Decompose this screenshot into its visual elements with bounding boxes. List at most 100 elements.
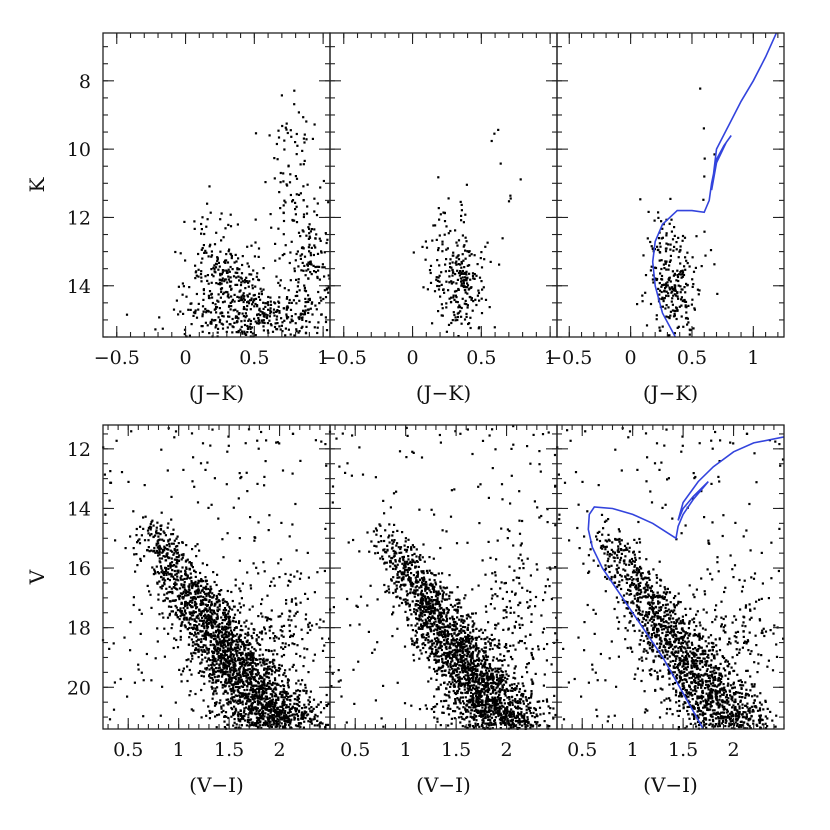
scatter-point	[167, 605, 171, 608]
scatter-point	[251, 676, 254, 679]
scatter-point	[702, 198, 705, 201]
scatter-point	[240, 654, 243, 657]
scatter-point	[258, 687, 261, 690]
scatter-point	[204, 603, 207, 606]
scatter-point	[173, 436, 176, 439]
scatter-point	[234, 649, 237, 652]
scatter-point	[183, 586, 186, 589]
scatter-point	[276, 322, 279, 325]
scatter-point	[439, 646, 442, 649]
scatter-point	[314, 713, 317, 716]
scatter-point	[682, 273, 686, 277]
scatter-point	[223, 611, 226, 614]
scatter-point	[202, 586, 205, 589]
scatter-point	[235, 701, 238, 704]
scatter-point	[243, 278, 247, 282]
scatter-point	[210, 254, 214, 257]
scatter-point	[296, 610, 299, 613]
scatter-point	[457, 679, 460, 683]
scatter-point	[474, 298, 477, 301]
scatter-point	[220, 282, 223, 285]
scatter-point	[309, 260, 312, 263]
scatter-point	[303, 141, 306, 144]
scatter-point	[253, 305, 256, 308]
scatter-point	[202, 579, 205, 583]
scatter-point	[253, 536, 256, 539]
scatter-point	[216, 616, 219, 620]
scatter-point	[205, 668, 208, 671]
scatter-point	[452, 296, 455, 299]
scatter-point	[497, 714, 500, 718]
scatter-point	[304, 592, 307, 595]
scatter-point	[154, 572, 157, 575]
scatter-point	[259, 658, 262, 661]
scatter-point	[224, 609, 228, 612]
scatter-point	[451, 274, 454, 277]
scatter-point	[454, 319, 457, 322]
scatter-point	[273, 714, 276, 717]
scatter-point	[447, 232, 450, 235]
scatter-point	[463, 266, 466, 269]
scatter-point	[677, 284, 680, 287]
scatter-point	[252, 562, 255, 565]
scatter-point	[290, 718, 293, 721]
scatter-point	[684, 304, 687, 307]
scatter-point	[256, 707, 259, 710]
scatter-point	[441, 653, 444, 656]
scatter-point	[699, 87, 702, 90]
scatter-point	[190, 611, 193, 614]
scatter-point	[277, 615, 280, 618]
scatter-point	[664, 250, 668, 253]
scatter-point	[285, 183, 288, 186]
scatter-point	[302, 689, 305, 692]
scatter-point	[221, 271, 224, 274]
scatter-point	[186, 665, 189, 668]
scatter-point	[232, 691, 235, 694]
scatter-point	[419, 593, 422, 596]
scatter-point	[205, 714, 208, 717]
scatter-point	[188, 631, 192, 635]
scatter-point	[200, 624, 203, 627]
scatter-point	[308, 243, 311, 246]
scatter-point	[302, 665, 305, 668]
scatter-point	[296, 725, 299, 728]
scatter-point	[241, 312, 244, 315]
scatter-point	[422, 622, 425, 625]
scatter-point	[203, 671, 206, 674]
scatter-point	[213, 602, 216, 605]
scatter-point	[276, 158, 279, 161]
scatter-point	[470, 253, 473, 256]
scatter-point	[186, 594, 189, 597]
scatter-point	[205, 585, 208, 588]
scatter-point	[230, 669, 233, 672]
scatter-point	[293, 334, 296, 337]
scatter-point	[266, 302, 269, 305]
scatter-point	[150, 549, 153, 552]
scatter-point	[227, 716, 230, 720]
scatter-point	[283, 672, 286, 675]
scatter-point	[305, 325, 308, 328]
scatter-point	[152, 524, 155, 527]
scatter-point	[224, 645, 227, 648]
scatter-point	[291, 713, 294, 716]
scatter-point	[267, 720, 270, 723]
scatter-point	[243, 330, 246, 333]
scatter-point	[204, 631, 207, 635]
x-tick-label: 2	[274, 739, 286, 761]
scatter-point	[210, 635, 213, 638]
scatter-point	[217, 674, 220, 677]
scatter-point	[299, 725, 302, 728]
scatter-point	[191, 586, 194, 590]
scatter-point	[295, 132, 298, 136]
scatter-point	[163, 531, 166, 535]
scatter-point	[258, 694, 261, 697]
scatter-point	[248, 700, 251, 703]
scatter-point	[297, 278, 300, 281]
scatter-point	[249, 658, 252, 662]
scatter-point	[189, 612, 192, 615]
scatter-point	[442, 705, 445, 708]
scatter-point	[172, 577, 176, 580]
scatter-point	[235, 260, 238, 263]
scatter-point	[230, 295, 233, 298]
scatter-point	[227, 305, 231, 308]
